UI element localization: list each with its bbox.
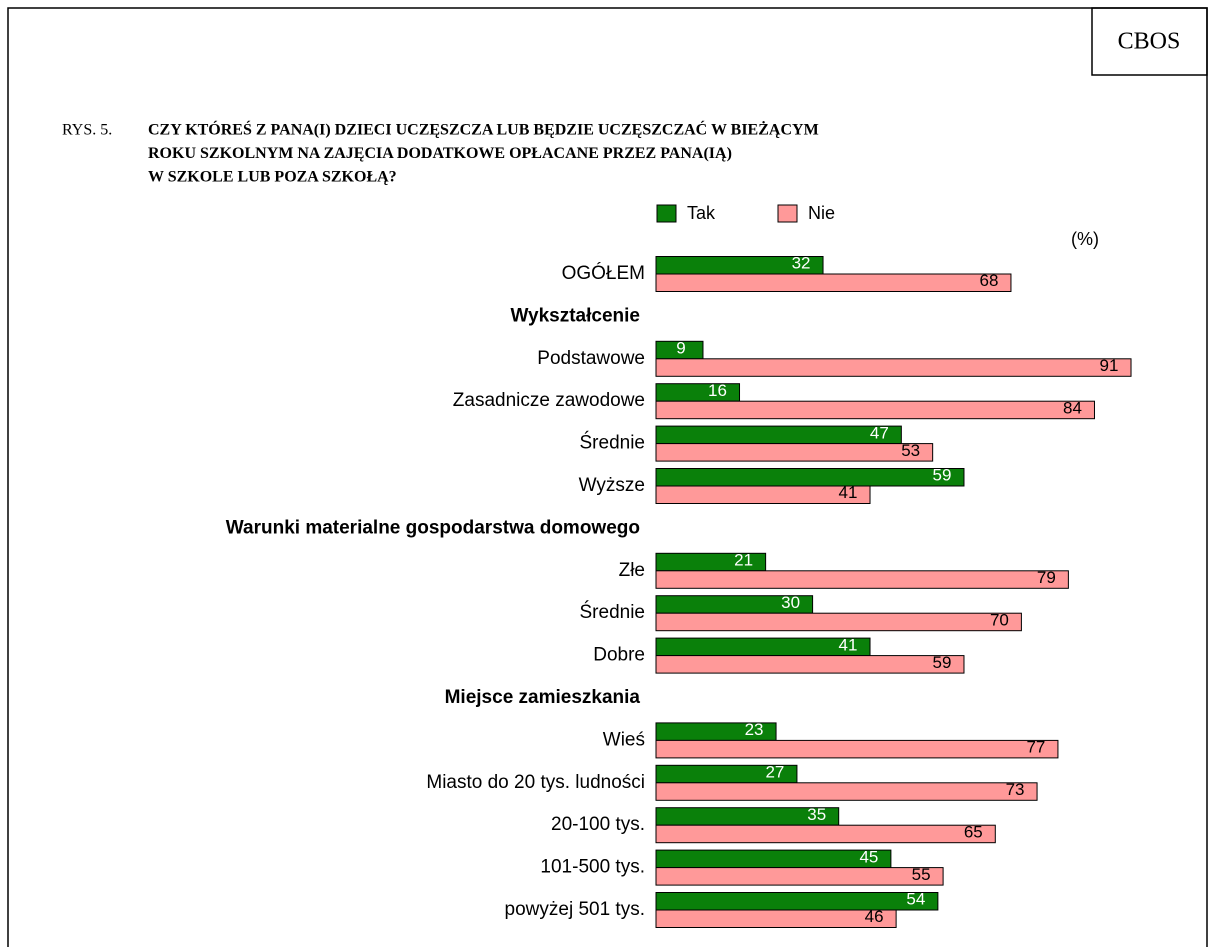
bar: [655, 824, 996, 844]
category-label: 20-100 tys.: [551, 814, 645, 835]
bar: [655, 782, 1038, 801]
category-label: Złe: [619, 560, 645, 581]
value-label: 30: [781, 593, 800, 612]
value-label: 46: [865, 907, 884, 926]
legend-swatch: [777, 204, 798, 223]
badge-box: [1091, 7, 1208, 76]
bar: [655, 485, 871, 504]
category-label: Średnie: [580, 432, 646, 454]
value-label: 54: [906, 890, 925, 909]
legend-label: Tak: [687, 203, 716, 223]
legend-swatch: [656, 204, 677, 223]
category-label: Wieś: [603, 729, 645, 750]
category-label: Podstawowe: [537, 348, 645, 369]
bar: [655, 892, 939, 911]
category-label: Miasto do 20 tys. ludności: [426, 772, 645, 793]
category-label: OGÓŁEM: [562, 262, 645, 284]
value-label: 35: [807, 805, 826, 824]
value-label: 41: [839, 483, 858, 502]
value-label: 73: [1006, 780, 1025, 799]
group-header: Warunki materialne gospodarstwa domowego: [226, 517, 640, 538]
badge: CBOS: [1118, 29, 1181, 55]
category-label: Zasadnicze zawodowe: [453, 390, 645, 411]
bar: [655, 400, 1095, 420]
category-label: 101-500 tys.: [540, 857, 645, 878]
group-header: Wykształcenie: [510, 305, 640, 326]
legend-label: Nie: [808, 203, 835, 223]
value-label: 84: [1063, 398, 1082, 417]
category-label: powyżej 501 tys.: [505, 899, 645, 920]
value-label: 16: [708, 381, 727, 400]
value-label: 27: [765, 763, 784, 782]
bar: [655, 570, 1069, 589]
chart-title: W SZKOLE LUB POZA SZKOŁĄ?: [148, 169, 397, 186]
value-label: 59: [933, 653, 952, 672]
value-label: 53: [901, 441, 920, 460]
frame: [7, 7, 1208, 947]
value-label: 47: [870, 423, 889, 442]
category-label: Dobre: [593, 645, 645, 666]
value-label: 21: [734, 551, 753, 570]
value-label: 68: [979, 271, 998, 290]
group-header: Miejsce zamieszkania: [445, 687, 641, 708]
figure-label: RYS. 5.: [62, 122, 112, 139]
chart-title: ROKU SZKOLNYM NA ZAJĘCIA DODATKOWE OPŁAC…: [148, 145, 732, 162]
bar: [655, 443, 934, 462]
value-label: 9: [676, 339, 685, 358]
bar: [655, 468, 965, 487]
bar: [655, 867, 944, 886]
value-label: 32: [792, 254, 811, 273]
value-label: 65: [964, 822, 983, 841]
bar: [655, 909, 897, 928]
chart-title: CZY KTÓREŚ Z PANA(I) DZIECI UCZĘSZCZA LU…: [148, 120, 819, 139]
category-label: Wyższe: [579, 475, 645, 496]
bar: [655, 425, 902, 445]
value-label: 59: [933, 466, 952, 485]
category-label: Średnie: [580, 601, 646, 623]
value-label: 55: [912, 865, 931, 884]
value-label: 23: [745, 720, 764, 739]
bar: [655, 612, 1022, 632]
value-label: 41: [839, 635, 858, 654]
bar: [655, 739, 1059, 759]
value-label: 45: [859, 847, 878, 866]
bar: [655, 273, 1012, 292]
bar: [655, 655, 965, 674]
bar: [655, 849, 892, 869]
bar: [655, 383, 741, 402]
value-label: 91: [1100, 356, 1119, 375]
value-label: 79: [1037, 568, 1056, 587]
unit-label: (%): [1071, 229, 1099, 249]
value-label: 77: [1026, 738, 1045, 757]
bar: [655, 358, 1132, 377]
value-label: 70: [990, 610, 1009, 629]
